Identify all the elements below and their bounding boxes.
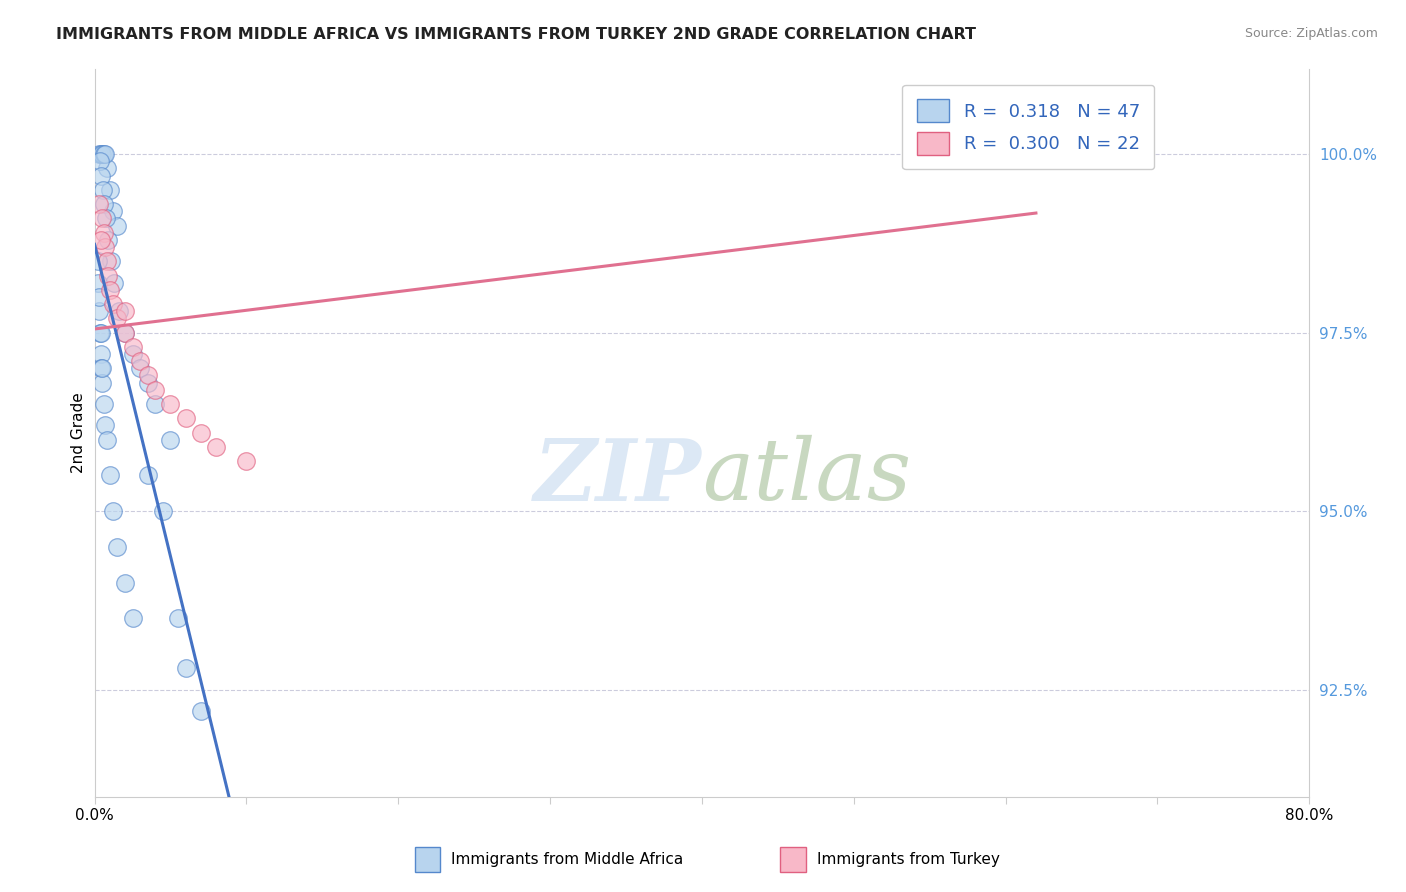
Point	[152, 504, 174, 518]
Point	[103, 276, 125, 290]
Point	[105, 540, 128, 554]
Text: Immigrants from Middle Africa: Immigrants from Middle Africa	[451, 853, 683, 867]
Point	[143, 397, 166, 411]
Point	[98, 283, 121, 297]
Point	[101, 204, 124, 219]
Point	[105, 311, 128, 326]
Point	[994, 133, 1017, 147]
Point	[101, 504, 124, 518]
Point	[89, 197, 111, 211]
Point	[97, 233, 120, 247]
Point	[94, 240, 117, 254]
Point	[101, 297, 124, 311]
Point	[97, 268, 120, 283]
Point	[94, 147, 117, 161]
Point	[136, 468, 159, 483]
Point	[121, 347, 143, 361]
Point	[90, 326, 112, 340]
Point	[89, 290, 111, 304]
Point	[93, 397, 115, 411]
Point	[98, 468, 121, 483]
Text: IMMIGRANTS FROM MIDDLE AFRICA VS IMMIGRANTS FROM TURKEY 2ND GRADE CORRELATION CH: IMMIGRANTS FROM MIDDLE AFRICA VS IMMIGRA…	[56, 27, 976, 42]
Point	[90, 147, 112, 161]
Point	[89, 326, 111, 340]
Point	[159, 433, 181, 447]
Point	[89, 304, 111, 318]
Point	[100, 254, 122, 268]
Point	[190, 704, 212, 718]
Point	[89, 147, 111, 161]
Point	[235, 454, 257, 468]
Text: Source: ZipAtlas.com: Source: ZipAtlas.com	[1244, 27, 1378, 40]
Point	[90, 347, 112, 361]
Point	[89, 154, 111, 169]
Point	[205, 440, 228, 454]
Point	[96, 161, 118, 176]
Point	[91, 183, 114, 197]
Point	[91, 376, 114, 390]
Point	[93, 147, 115, 161]
Point	[94, 418, 117, 433]
Point	[190, 425, 212, 440]
Point	[93, 197, 115, 211]
Point	[159, 397, 181, 411]
Point	[174, 411, 197, 425]
Point	[90, 233, 112, 247]
Point	[174, 661, 197, 675]
Point	[91, 361, 114, 376]
Point	[143, 383, 166, 397]
Point	[91, 147, 114, 161]
Point	[136, 368, 159, 383]
Point	[98, 183, 121, 197]
Point	[87, 276, 110, 290]
Point	[94, 211, 117, 226]
Point	[90, 169, 112, 183]
Point	[108, 304, 131, 318]
Point	[114, 304, 136, 318]
Point	[114, 326, 136, 340]
Point	[93, 226, 115, 240]
Point	[96, 433, 118, 447]
Point	[136, 376, 159, 390]
Point	[114, 575, 136, 590]
Point	[121, 340, 143, 354]
Point	[96, 254, 118, 268]
Text: Immigrants from Turkey: Immigrants from Turkey	[817, 853, 1000, 867]
Point	[129, 361, 152, 376]
Point	[121, 611, 143, 625]
Point	[90, 361, 112, 376]
Legend: R =  0.318   N = 47, R =  0.300   N = 22: R = 0.318 N = 47, R = 0.300 N = 22	[903, 85, 1154, 169]
Point	[91, 211, 114, 226]
Point	[114, 326, 136, 340]
Point	[129, 354, 152, 368]
Text: ZIP: ZIP	[534, 434, 702, 518]
Text: atlas: atlas	[702, 435, 911, 517]
Point	[105, 219, 128, 233]
Point	[167, 611, 190, 625]
Point	[86, 254, 108, 268]
Y-axis label: 2nd Grade: 2nd Grade	[72, 392, 86, 473]
